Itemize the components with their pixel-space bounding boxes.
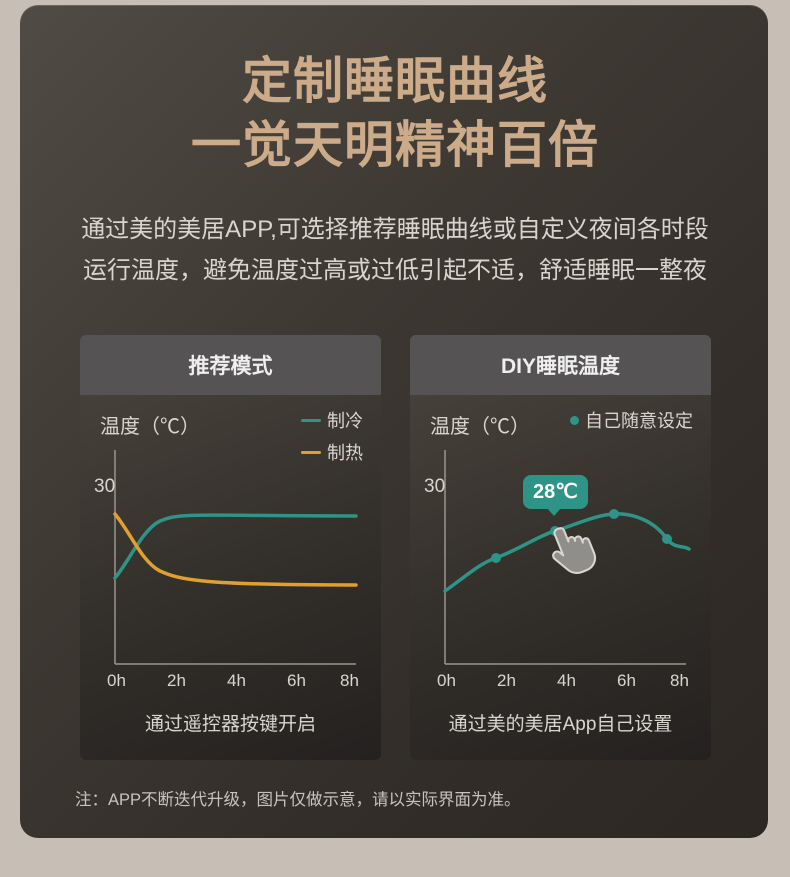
svg-text:4h: 4h [227, 671, 246, 690]
svg-text:30: 30 [94, 476, 115, 497]
svg-text:0h: 0h [437, 671, 456, 690]
svg-text:0h: 0h [107, 671, 126, 690]
svg-text:6h: 6h [617, 671, 636, 690]
svg-text:6h: 6h [287, 671, 306, 690]
svg-text:4h: 4h [557, 671, 576, 690]
svg-text:30: 30 [424, 476, 445, 497]
svg-text:8h: 8h [670, 671, 689, 690]
svg-text:2h: 2h [497, 671, 516, 690]
svg-text:2h: 2h [167, 671, 186, 690]
svg-text:8h: 8h [340, 671, 359, 690]
